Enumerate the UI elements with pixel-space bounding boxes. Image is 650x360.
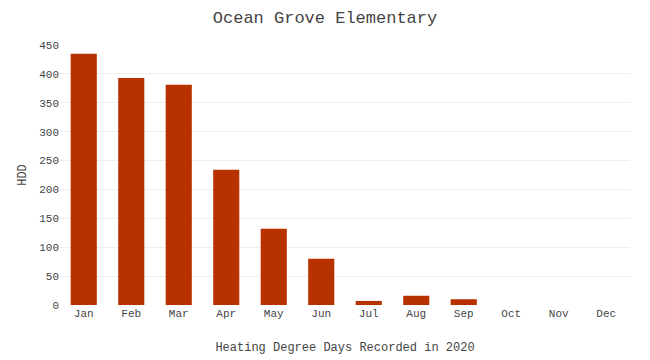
svg-text:50: 50 xyxy=(46,271,59,283)
svg-text:Ocean Grove Elementary: Ocean Grove Elementary xyxy=(213,9,437,28)
svg-text:Jun: Jun xyxy=(311,308,331,320)
svg-text:450: 450 xyxy=(39,40,59,52)
svg-text:0: 0 xyxy=(52,300,59,312)
svg-text:Jan: Jan xyxy=(74,308,94,320)
svg-text:Heating Degree Days Recorded i: Heating Degree Days Recorded in 2020 xyxy=(215,341,474,355)
svg-text:HDD: HDD xyxy=(16,164,30,186)
svg-text:Aug: Aug xyxy=(406,308,426,320)
svg-text:Feb: Feb xyxy=(121,308,141,320)
svg-text:250: 250 xyxy=(39,155,59,167)
svg-text:Mar: Mar xyxy=(169,308,189,320)
svg-text:Sep: Sep xyxy=(454,308,474,320)
svg-text:200: 200 xyxy=(39,184,59,196)
svg-text:Dec: Dec xyxy=(596,308,616,320)
svg-text:Apr: Apr xyxy=(216,308,236,320)
svg-text:350: 350 xyxy=(39,98,59,110)
svg-text:100: 100 xyxy=(39,242,59,254)
svg-text:150: 150 xyxy=(39,213,59,225)
svg-text:Jul: Jul xyxy=(359,308,379,320)
svg-text:Nov: Nov xyxy=(549,308,569,320)
svg-text:300: 300 xyxy=(39,127,59,139)
svg-text:Oct: Oct xyxy=(501,308,521,320)
svg-text:400: 400 xyxy=(39,69,59,81)
svg-text:May: May xyxy=(264,308,284,320)
